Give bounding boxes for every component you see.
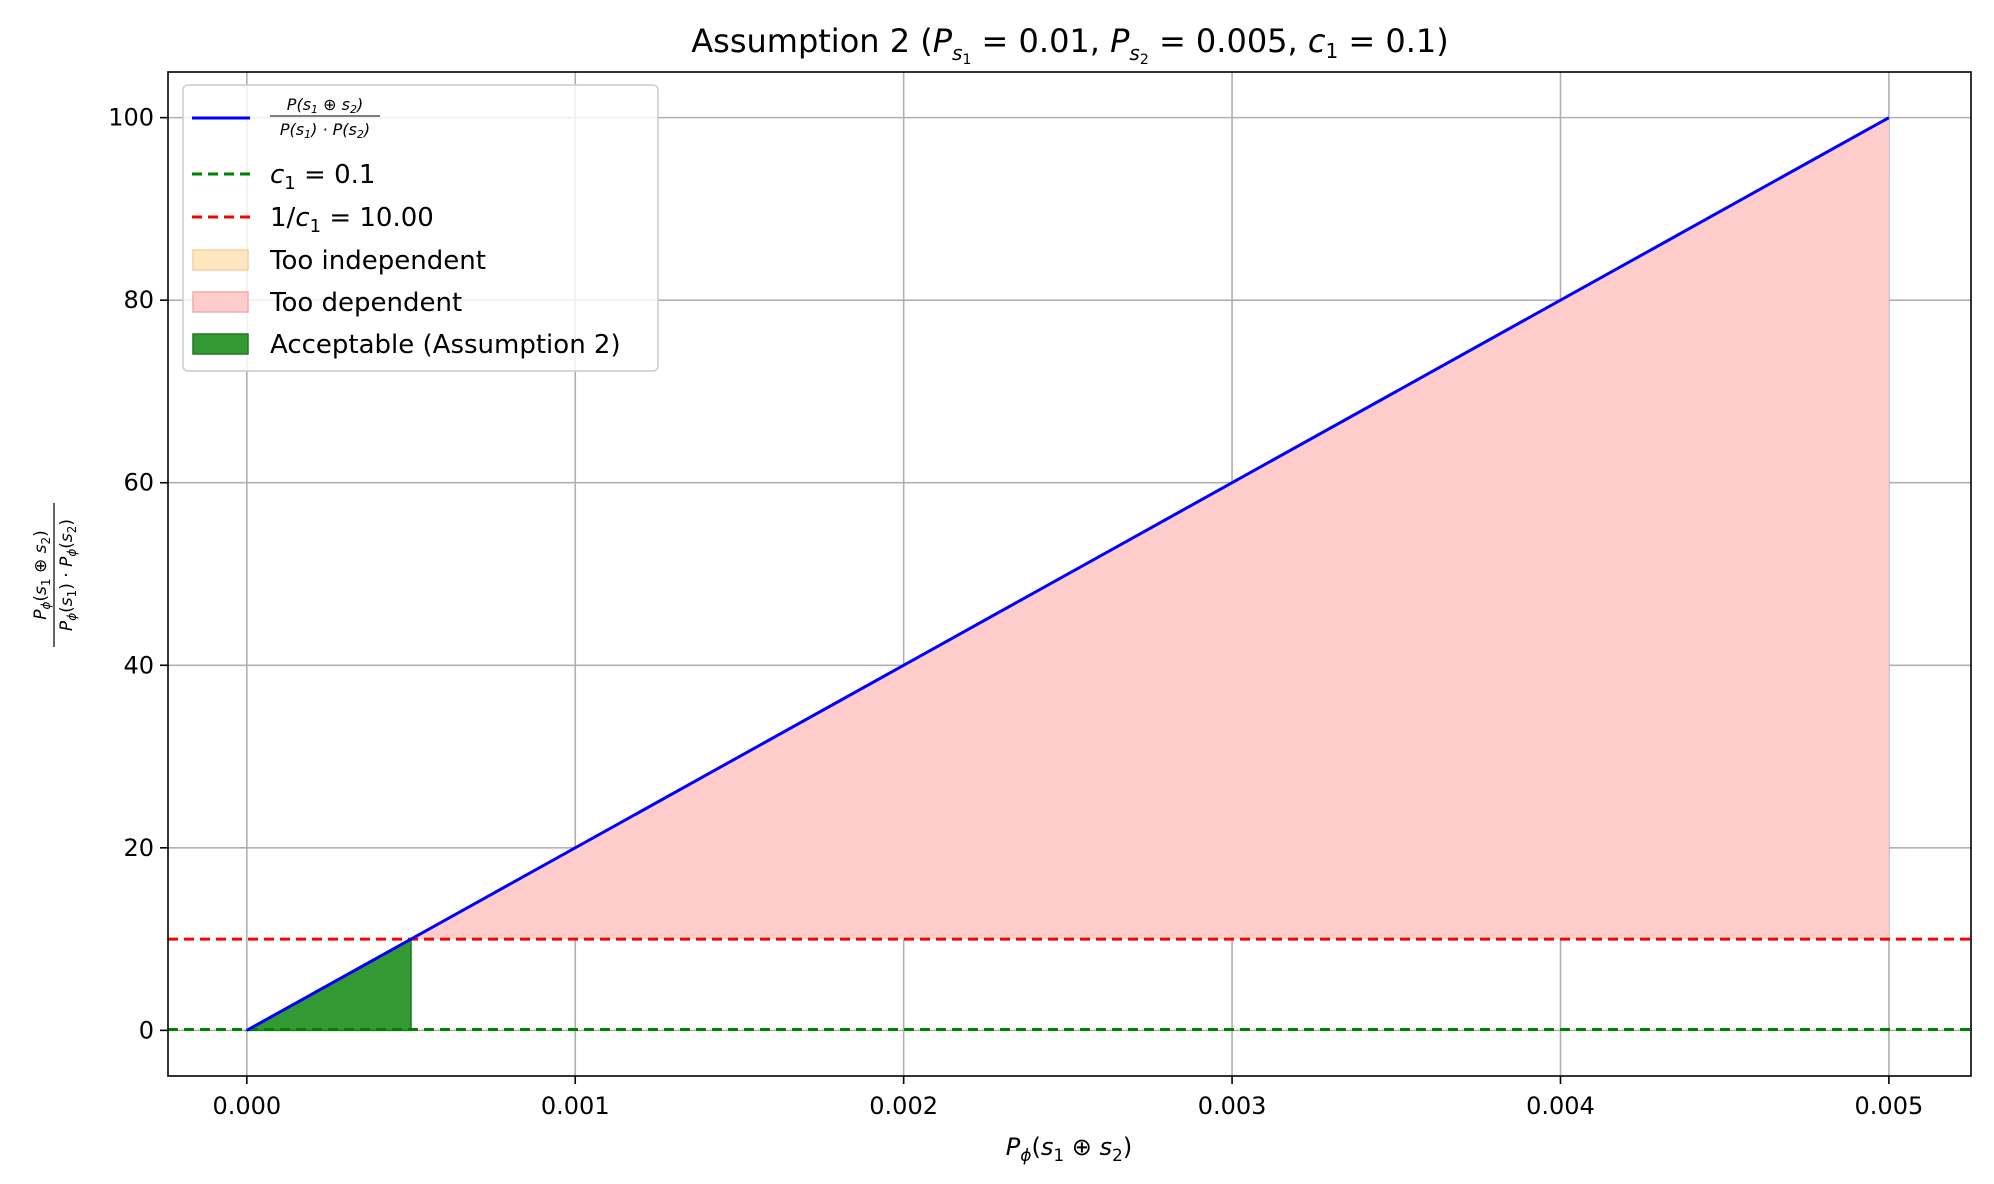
svg-text:c1 = 0.1: c1 = 0.1 [270,160,375,194]
x-axis-label: Pϕ(s1 ⊕ s2) [1006,1133,1133,1166]
y-tick-label: 0 [139,1016,154,1044]
y-tick-label: 40 [123,651,154,679]
legend-swatch-too-independent [192,249,249,271]
legend-label-acceptable: Acceptable (Assumption 2) [270,330,621,360]
legend-entry-ratio-curve: P(s1 ⊕ s2) P(s1) · P(s2) [192,95,380,141]
x-tick-label: 0.001 [541,1092,610,1120]
y-tick-label: 60 [123,469,154,497]
ratio-curve [246,116,1890,1032]
legend-entry-c1: c1 = 0.1 [192,160,375,194]
y-tick-label: 80 [123,286,154,314]
svg-text:Pϕ(s1 ⊕ s2): Pϕ(s1 ⊕ s2) [31,530,53,620]
x-tick-label: 0.005 [1855,1092,1924,1120]
legend-swatch-too-dependent [192,291,249,313]
legend-entry-inv-c1: 1/c1 = 10.00 [192,203,434,237]
y-axis-label: Pϕ(s1 ⊕ s2) Pϕ(s1) · Pϕ(s2) [31,503,79,647]
ticks: 0.000 0.001 0.002 0.003 0.004 0.005 0 20 40 60 80 1… [108,104,1923,1120]
svg-text:Pϕ(s1) · Pϕ(s2): Pϕ(s1) · Pϕ(s2) [57,519,79,631]
legend-entry-too-independent: Too independent [192,246,486,276]
legend-box [182,84,659,372]
legend-swatch-acceptable [192,333,249,355]
series-lines [168,116,1971,1032]
x-tick-label: 0.003 [1198,1092,1267,1120]
svg-text:1/c1 = 10.00: 1/c1 = 10.00 [270,203,434,237]
x-tick-label: 0.000 [212,1092,281,1120]
legend-label-too-dependent: Too dependent [269,288,462,318]
legend-entry-acceptable: Acceptable (Assumption 2) [192,330,621,360]
y-tick-label: 20 [123,834,154,862]
y-tick-label: 100 [108,104,154,132]
legend-entry-too-dependent: Too dependent [192,288,462,318]
svg-text:P(s1 ⊕ s2): P(s1 ⊕ s2) [287,95,363,116]
plot-frame [167,71,1972,1077]
legend-label-too-independent: Too independent [269,246,486,276]
x-tick-label: 0.002 [869,1092,938,1120]
svg-text:P(s1) · P(s2): P(s1) · P(s2) [280,120,370,141]
chart-title: Assumption 2 (Ps1 = 0.01, Ps2 = 0.005, c… [691,22,1448,68]
x-tick-label: 0.004 [1526,1092,1595,1120]
legend: P(s1 ⊕ s2) P(s1) · P(s2) c1 = 0.1 1/c1 =… [182,84,659,372]
